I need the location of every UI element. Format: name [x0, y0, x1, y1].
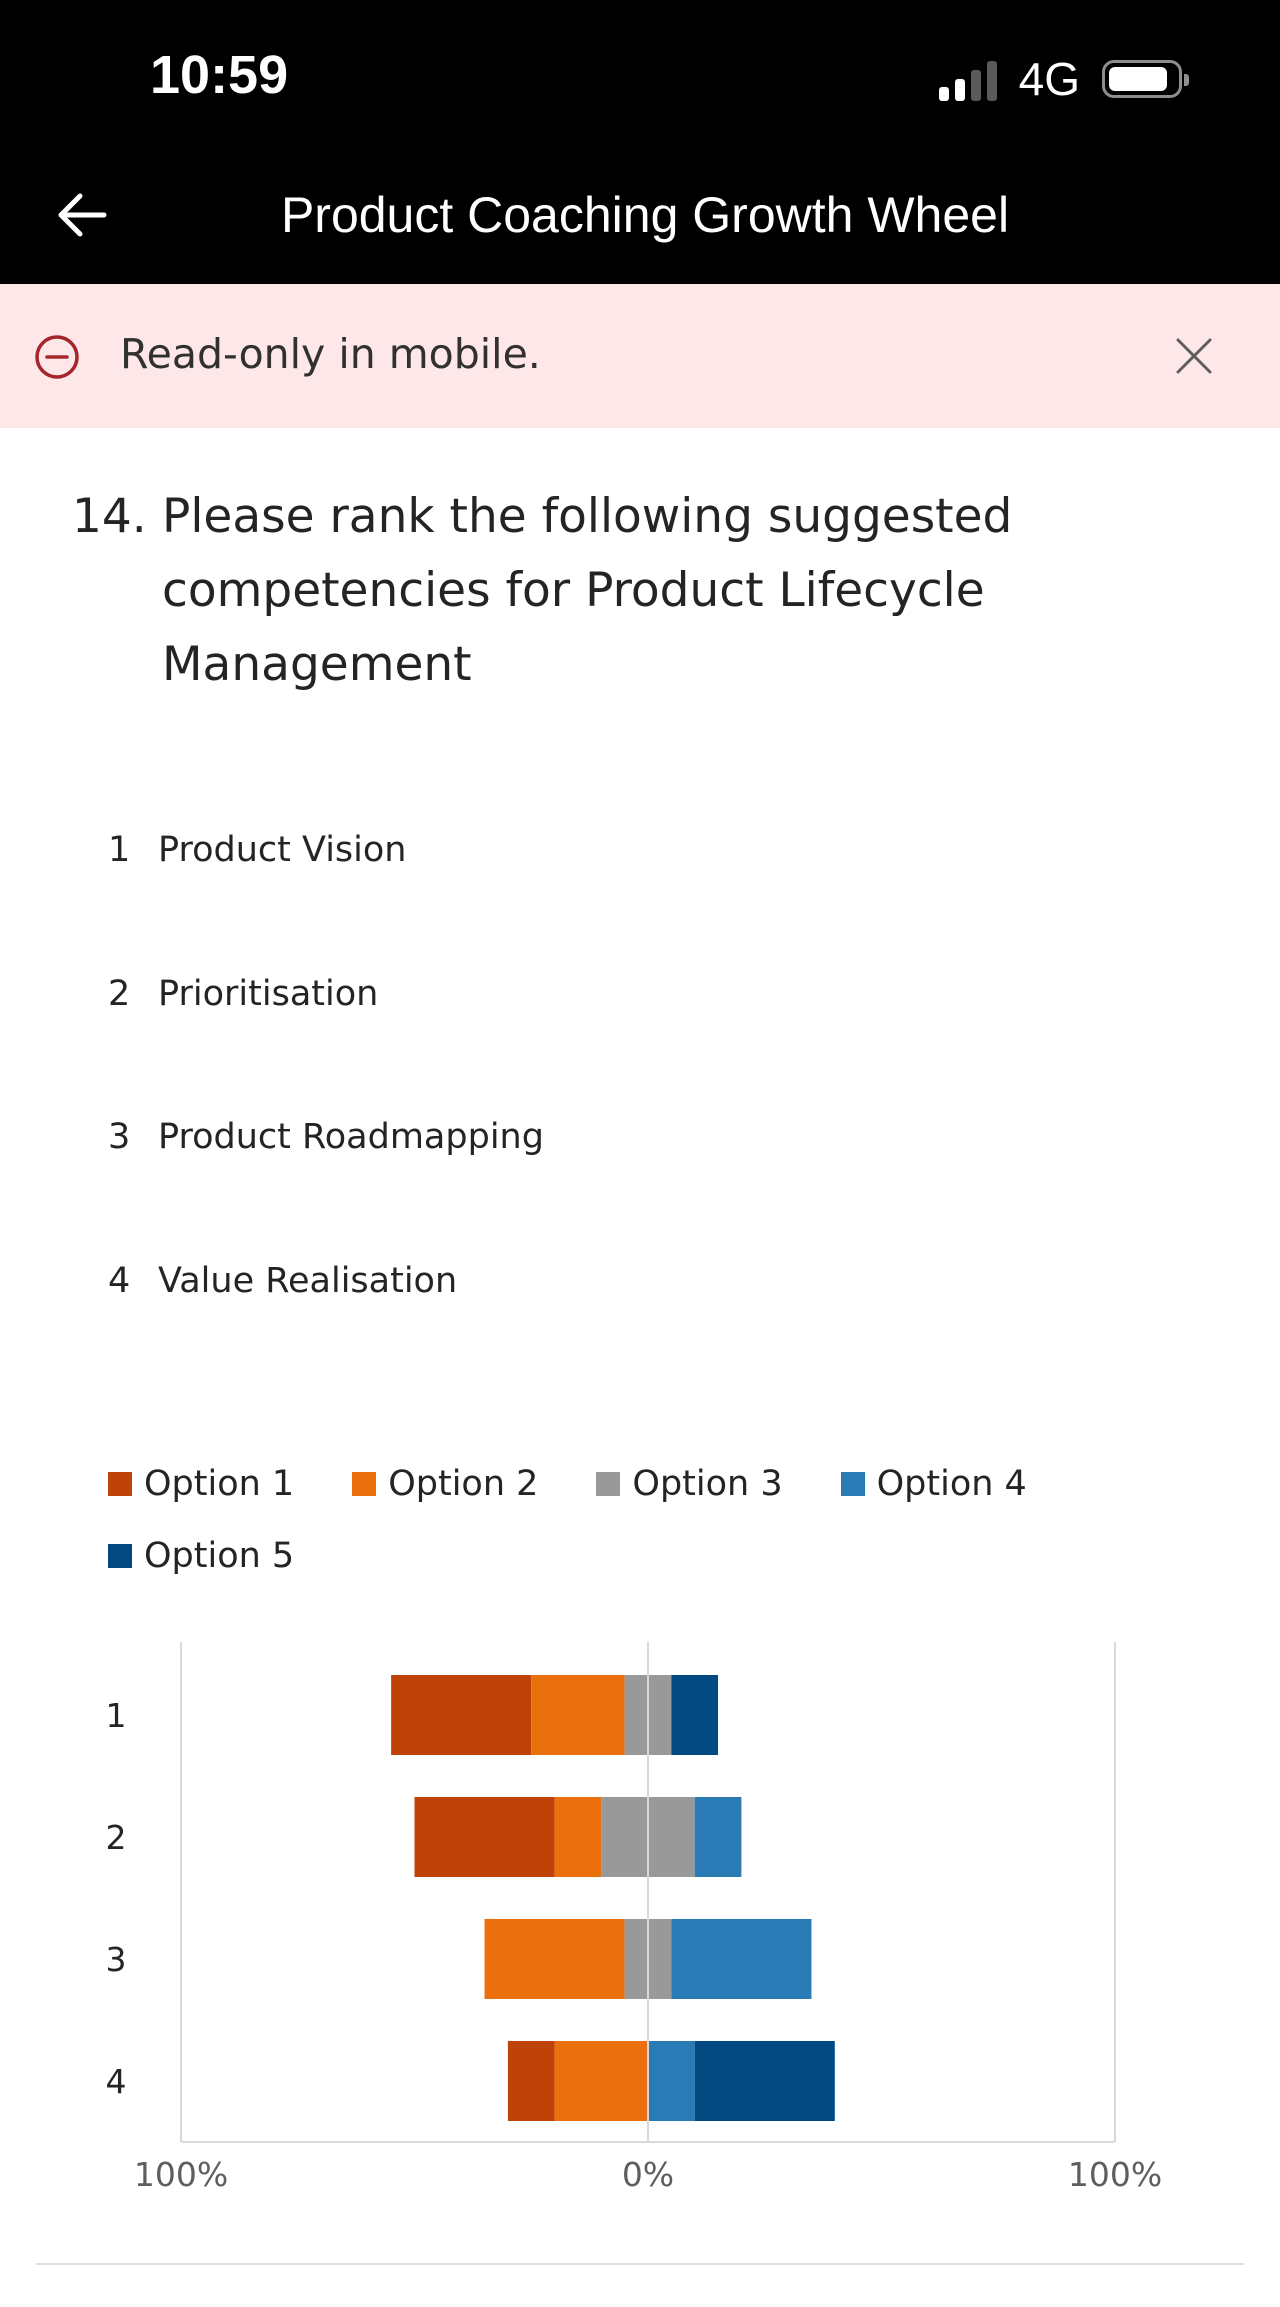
list-item: 3 Product Roadmapping — [108, 1117, 544, 1261]
rank-label: Prioritisation — [158, 973, 379, 1014]
bar-segment — [484, 1919, 625, 1999]
rank-number: 4 — [108, 1260, 131, 1301]
status-indicators: 4G — [933, 52, 1189, 106]
banner-message: Read-only in mobile. — [120, 330, 541, 378]
rank-label: Value Realisation — [158, 1260, 458, 1301]
legend-label: Option 4 — [876, 1464, 1027, 1504]
bar-segment — [694, 2041, 835, 2121]
x-tick-label: 100% — [1068, 2155, 1162, 2194]
legend-label: Option 3 — [632, 1464, 783, 1504]
question-number: 14. — [72, 489, 147, 544]
dismiss-banner-button[interactable] — [1170, 332, 1218, 380]
battery-icon — [1102, 60, 1189, 98]
category-label: 3 — [106, 1940, 127, 1979]
question-text: Please rank the following suggested comp… — [162, 489, 1013, 692]
rank-label: Product Vision — [158, 830, 407, 870]
legend-label: Option 1 — [144, 1464, 295, 1504]
status-bar: 10:59 4G — [0, 0, 1280, 150]
read-only-banner: Read-only in mobile. — [0, 284, 1280, 428]
bar-segment — [671, 1675, 719, 1755]
back-button[interactable] — [50, 180, 120, 250]
bar-segment — [554, 1797, 602, 1877]
category-label: 1 — [106, 1696, 127, 1735]
bar-segment — [531, 1675, 625, 1755]
divider — [36, 2263, 1244, 2265]
ranking-chart: 1 2 3 4 100% 0% 100% — [106, 1642, 1162, 2194]
rank-number: 3 — [108, 1117, 131, 1157]
list-item: 4 Value Realisation — [108, 1261, 544, 1405]
legend-item: Option 2 — [352, 1448, 538, 1520]
legend-swatch — [108, 1544, 132, 1568]
bar-segment — [554, 2041, 648, 2121]
question: 14. Please rank the following suggested … — [72, 480, 1172, 702]
circle-minus-icon — [35, 335, 79, 379]
legend-swatch — [352, 1472, 377, 1496]
legend-item: Option 4 — [840, 1448, 1027, 1520]
legend-label: Option 5 — [144, 1536, 295, 1576]
rank-label: Product Roadmapping — [158, 1117, 544, 1157]
rank-number: 2 — [108, 973, 131, 1014]
bar-segment — [391, 1675, 532, 1755]
bar-segment — [694, 1797, 742, 1877]
ranking-list: 1 Product Vision 2 Prioritisation 3 Prod… — [108, 830, 544, 1404]
close-icon — [1176, 338, 1212, 374]
legend-item: Option 5 — [108, 1520, 294, 1592]
chart-legend: Option 1 Option 2 Option 3 Option 4 Option 5 — [108, 1448, 1108, 1592]
bar-segment — [648, 2041, 695, 2121]
status-time: 10:59 — [150, 45, 289, 105]
bar-segment — [671, 1919, 812, 1999]
signal-icon — [933, 57, 997, 101]
app-header: Product Coaching Growth Wheel — [0, 150, 1280, 284]
page-title: Product Coaching Growth Wheel — [280, 187, 1010, 243]
legend-label: Option 2 — [388, 1464, 539, 1504]
bar-segment — [507, 2041, 555, 2121]
bar-segment — [414, 1797, 555, 1877]
list-item: 2 Prioritisation — [108, 974, 544, 1118]
category-label: 2 — [106, 1818, 127, 1857]
legend-swatch — [840, 1472, 865, 1496]
rank-number: 1 — [108, 830, 131, 870]
x-tick-label: 100% — [134, 2155, 228, 2194]
legend-swatch — [596, 1472, 621, 1496]
x-tick-label: 0% — [622, 2155, 674, 2194]
list-item: 1 Product Vision — [108, 830, 544, 974]
legend-item: Option 3 — [596, 1448, 783, 1520]
arrow-left-icon — [58, 193, 107, 237]
category-label: 4 — [106, 2062, 127, 2101]
network-type: 4G — [1018, 53, 1080, 105]
legend-swatch — [108, 1472, 132, 1496]
legend-item: Option 1 — [108, 1448, 294, 1520]
